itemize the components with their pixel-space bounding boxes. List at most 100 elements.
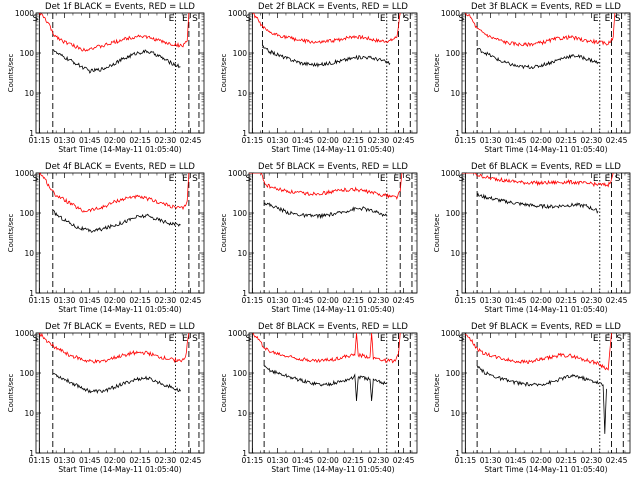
y-axis-label: Counts/sec	[433, 214, 441, 253]
lld-trace	[39, 173, 190, 213]
x-tick-label: 01:15	[242, 296, 264, 305]
chart-title: Det 3f BLACK = Events, RED = LLD	[471, 2, 621, 12]
plot-frame	[248, 12, 418, 134]
x-tick-label: 02:45	[180, 456, 202, 465]
x-tick-label: 02:30	[368, 296, 390, 305]
x-tick-label: 01:45	[79, 456, 101, 465]
x-tick-label: 02:15	[129, 296, 151, 305]
marker-label: E	[380, 334, 386, 344]
marker-label: S	[615, 14, 621, 24]
marker-label: E	[593, 334, 599, 344]
events-trace	[52, 372, 181, 395]
plot-frame	[35, 12, 205, 134]
chart-title: Det 5f BLACK = Events, RED = LLD	[258, 162, 408, 172]
marker-label: E	[182, 174, 188, 184]
x-tick-label: 01:15	[455, 136, 477, 145]
x-axis-label: Start Time (14-May-11 01:05:40)	[271, 145, 394, 154]
x-axis-label: Start Time (14-May-11 01:05:40)	[58, 145, 181, 154]
x-tick-label: 02:45	[393, 456, 415, 465]
x-tick-label: 01:15	[455, 296, 477, 305]
marker-label: E	[169, 14, 175, 24]
x-tick-label: 01:15	[29, 456, 51, 465]
marker-label: S	[192, 14, 198, 24]
series-group	[465, 333, 612, 434]
lld-trace	[465, 13, 616, 48]
x-tick-label: 02:15	[129, 456, 151, 465]
x-tick-label: 01:30	[480, 296, 502, 305]
x-tick-label: 02:00	[530, 456, 552, 465]
x-tick-label: 01:30	[480, 136, 502, 145]
x-tick-label: 02:45	[606, 456, 628, 465]
y-tick-label: 1	[29, 449, 34, 458]
marker-label: S	[33, 334, 39, 344]
marker-label: E	[182, 334, 188, 344]
plot-frame	[461, 332, 631, 454]
x-tick-label: 02:00	[104, 456, 126, 465]
chart-panel-2: Det 2f BLACK = Events, RED = LLD 1 10 100 10…	[220, 2, 418, 154]
x-tick-label: 02:00	[530, 296, 552, 305]
marker-label: S	[459, 174, 465, 184]
marker-label: S	[615, 174, 621, 184]
x-tick-label: 01:15	[242, 136, 264, 145]
y-tick-label: 10	[24, 89, 34, 98]
series-group	[39, 173, 190, 233]
x-tick-label: 02:45	[180, 296, 202, 305]
y-tick-label: 1000	[15, 329, 34, 338]
y-axis-label: Counts/sec	[7, 374, 15, 413]
plot-frame	[248, 332, 418, 454]
x-tick-label: 02:30	[155, 296, 177, 305]
marker-label: E	[169, 334, 175, 344]
events-trace	[262, 45, 391, 68]
x-tick-label: 02:15	[342, 296, 364, 305]
y-axis-label: Counts/sec	[433, 54, 441, 93]
y-tick-label: 10	[237, 409, 247, 418]
x-tick-label: 02:30	[155, 456, 177, 465]
x-tick-label: 02:45	[180, 136, 202, 145]
x-tick-label: 02:00	[530, 136, 552, 145]
y-tick-label: 10	[450, 89, 460, 98]
x-tick-label: 01:30	[267, 136, 289, 145]
y-tick-label: 1000	[441, 9, 460, 18]
series-group	[39, 333, 190, 395]
y-tick-label: 10	[450, 249, 460, 258]
x-tick-label: 02:45	[393, 296, 415, 305]
series-group	[39, 13, 190, 74]
x-tick-label: 02:30	[155, 136, 177, 145]
marker-label: S	[403, 14, 409, 24]
x-tick-label: 01:15	[455, 456, 477, 465]
chart-title: Det 2f BLACK = Events, RED = LLD	[258, 2, 408, 12]
x-tick-label: 02:15	[129, 136, 151, 145]
plot-frame	[35, 172, 205, 294]
events-trace	[52, 49, 181, 74]
chart-title: Det 4f BLACK = Events, RED = LLD	[45, 162, 195, 172]
series-group	[252, 13, 401, 68]
y-tick-label: 1	[455, 129, 460, 138]
x-tick-label: 02:45	[606, 296, 628, 305]
x-tick-label: 01:30	[267, 296, 289, 305]
y-tick-label: 100	[20, 49, 35, 58]
x-tick-label: 01:15	[29, 136, 51, 145]
marker-label: S	[33, 14, 39, 24]
marker-label: S	[459, 14, 465, 24]
events-trace	[52, 209, 181, 233]
x-tick-label: 01:45	[292, 136, 314, 145]
series-group	[462, 173, 614, 214]
y-tick-label: 100	[20, 209, 35, 218]
events-trace	[263, 202, 388, 220]
chart-title: Det 9f BLACK = Events, RED = LLD	[471, 322, 621, 332]
events-trace	[476, 47, 601, 70]
x-tick-label: 02:30	[581, 296, 603, 305]
chart-title: Det 7f BLACK = Events, RED = LLD	[45, 322, 195, 332]
y-axis-label: Counts/sec	[7, 54, 15, 93]
chart-title: Det 8f BLACK = Events, RED = LLD	[258, 322, 408, 332]
x-tick-label: 02:15	[555, 136, 577, 145]
x-tick-label: 02:00	[317, 456, 339, 465]
series-group	[465, 13, 616, 70]
marker-label: E	[605, 334, 611, 344]
y-tick-label: 1000	[228, 9, 247, 18]
x-tick-label: 02:00	[104, 136, 126, 145]
y-tick-label: 1	[455, 449, 460, 458]
x-tick-label: 01:30	[54, 136, 76, 145]
y-tick-label: 100	[233, 49, 248, 58]
